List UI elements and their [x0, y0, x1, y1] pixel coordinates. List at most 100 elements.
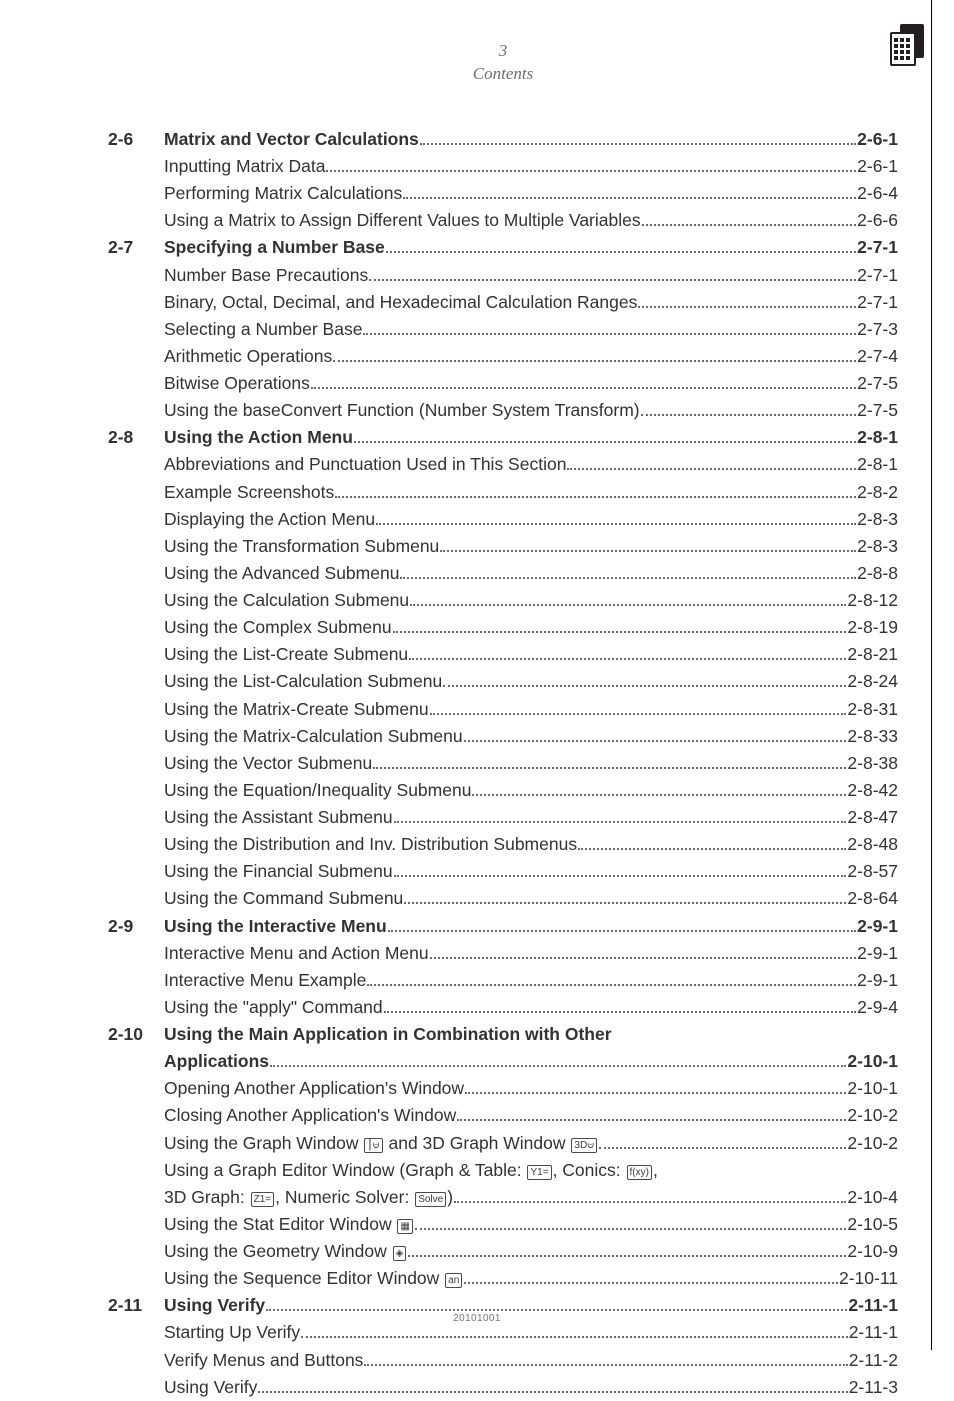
- item-page: 2-10-4: [847, 1184, 898, 1211]
- leader-dots: [599, 1147, 846, 1149]
- toc-section-row: 2-9Using the Interactive Menu 2-9-1: [108, 913, 898, 940]
- item-page: 2-8-31: [847, 696, 898, 723]
- toc-subitems: Starting Up Verify2-11-1Verify Menus and…: [108, 1319, 898, 1400]
- sequence-editor-icon: an: [445, 1273, 462, 1288]
- item-page: 2-10-5: [847, 1211, 898, 1238]
- leader-dots: [393, 631, 847, 633]
- leader-dots: [386, 251, 856, 253]
- toc-item-row: Using a Graph Editor Window (Graph & Tab…: [164, 1157, 898, 1184]
- leader-dots: [258, 1391, 847, 1393]
- item-page: 2-7-3: [857, 316, 898, 343]
- item-title: Using a Graph Editor Window (Graph & Tab…: [164, 1157, 658, 1184]
- toc-item-row: Using the Transformation Submenu2-8-3: [164, 533, 898, 560]
- toc-item-row: Abbreviations and Punctuation Used in Th…: [164, 451, 898, 478]
- item-page: 2-7-5: [857, 397, 898, 424]
- geometry-icon: ◈: [393, 1246, 407, 1261]
- toc-item-row: Using the Distribution and Inv. Distribu…: [164, 831, 898, 858]
- item-page: 2-8-38: [847, 750, 898, 777]
- footer-code: 20101001: [0, 1313, 954, 1324]
- item-page: 2-7-1: [857, 262, 898, 289]
- leader-dots: [408, 1255, 846, 1257]
- leader-dots: [464, 1282, 838, 1284]
- toc-item-row: Binary, Octal, Decimal, and Hexadecimal …: [164, 289, 898, 316]
- section-number: 2-8: [108, 424, 164, 451]
- toc-item-row: Using the Stat Editor Window ▦ 2-10-5: [164, 1211, 898, 1238]
- item-page: 2-10-2: [847, 1102, 898, 1129]
- toc-item-row: Performing Matrix Calculations2-6-4: [164, 180, 898, 207]
- leader-dots: [363, 333, 856, 335]
- toc-item-row: Using the List-Calculation Submenu2-8-24: [164, 668, 898, 695]
- 3d-graph-icon: 3D⩁: [571, 1138, 597, 1153]
- section-number: 2-10: [108, 1021, 164, 1048]
- toc-item-row: Closing Another Application's Window 2-10…: [164, 1102, 898, 1129]
- leader-dots: [333, 360, 856, 362]
- item-title: 3D Graph: Z1=, Numeric Solver: Solve): [164, 1184, 453, 1211]
- header-label: 3 Contents: [108, 40, 898, 86]
- toc-item-row: Using the Vector Submenu 2-8-38: [164, 750, 898, 777]
- item-page: 2-8-12: [847, 587, 898, 614]
- item-title: Using the Stat Editor Window ▦: [164, 1211, 414, 1238]
- item-page: 2-10-2: [847, 1130, 898, 1157]
- section-title: Using the Interactive Menu: [164, 913, 387, 940]
- leader-dots: [443, 685, 846, 687]
- leader-dots: [400, 577, 856, 579]
- leader-dots: [410, 604, 846, 606]
- document-page: 3 Contents 2-6Matrix and Vector Calculat…: [0, 0, 954, 1350]
- item-title: Using the Distribution and Inv. Distribu…: [164, 831, 577, 858]
- toc-item-row: Using the Calculation Submenu2-8-12: [164, 587, 898, 614]
- section-page: 2-6-1: [857, 126, 898, 153]
- item-title: Using the Assistant Submenu: [164, 804, 393, 831]
- leader-dots: [404, 902, 846, 904]
- toc-subitems: Opening Another Application's Window 2-10…: [108, 1075, 898, 1292]
- item-page: 2-8-48: [847, 831, 898, 858]
- item-title: Binary, Octal, Decimal, and Hexadecimal …: [164, 289, 637, 316]
- leader-dots: [464, 740, 847, 742]
- item-title: Closing Another Application's Window: [164, 1102, 456, 1129]
- section-title-cont: Applications: [164, 1048, 269, 1075]
- section-number: 2-6: [108, 126, 164, 153]
- item-page: 2-8-3: [857, 533, 898, 560]
- item-title: Using the Vector Submenu: [164, 750, 372, 777]
- item-title: Example Screenshots: [164, 479, 334, 506]
- toc-section: 2-6Matrix and Vector Calculations 2-6-1I…: [108, 126, 898, 235]
- solver-icon: Solve: [415, 1192, 446, 1207]
- section-page: 2-9-1: [857, 913, 898, 940]
- leader-dots: [388, 930, 856, 932]
- toc-section: 2-9Using the Interactive Menu 2-9-1Inter…: [108, 913, 898, 1022]
- item-page: 2-8-19: [847, 614, 898, 641]
- leader-dots: [394, 821, 847, 823]
- item-title: Using the Financial Submenu: [164, 858, 393, 885]
- toc-item-row: Using the "apply" Command2-9-4: [164, 994, 898, 1021]
- toc-item-row: Displaying the Action Menu2-8-3: [164, 506, 898, 533]
- item-title: Using the Matrix-Create Submenu: [164, 696, 429, 723]
- item-title: Using the Graph Window ⎮⩁ and 3D Graph W…: [164, 1130, 598, 1157]
- leader-dots: [364, 1364, 847, 1366]
- leader-dots: [567, 468, 856, 470]
- item-title: Using the Sequence Editor Window an: [164, 1265, 463, 1292]
- right-margin-line: [931, 0, 932, 1350]
- item-page: 2-6-1: [857, 153, 898, 180]
- item-title: Inputting Matrix Data: [164, 153, 325, 180]
- toc-item-row: Using the Graph Window ⎮⩁ and 3D Graph W…: [164, 1130, 898, 1157]
- toc-item-row: Using the Complex Submenu2-8-19: [164, 614, 898, 641]
- leader-dots: [311, 387, 856, 389]
- toc-section-row: 2-7Specifying a Number Base 2-7-1: [108, 234, 898, 261]
- toc-section: 2-7Specifying a Number Base 2-7-1Number …: [108, 234, 898, 424]
- item-title: Opening Another Application's Window: [164, 1075, 464, 1102]
- section-number: 2-9: [108, 913, 164, 940]
- stat-editor-icon: ▦: [397, 1219, 412, 1234]
- item-title: Using a Matrix to Assign Different Value…: [164, 207, 641, 234]
- toc-section-row: 2-10Using the Main Application in Combin…: [108, 1021, 898, 1048]
- section-page: 2-7-1: [857, 234, 898, 261]
- item-title: Using the "apply" Command: [164, 994, 383, 1021]
- item-title: Using the Geometry Window ◈: [164, 1238, 407, 1265]
- section-title: Using the Main Application in Combinatio…: [164, 1021, 612, 1048]
- toc-subitems: Abbreviations and Punctuation Used in Th…: [108, 451, 898, 912]
- item-title: Using Verify: [164, 1374, 257, 1401]
- toc-section-row: Applications 2-10-1: [108, 1048, 898, 1075]
- section-title: Specifying a Number Base: [164, 234, 385, 261]
- item-page: 2-8-64: [847, 885, 898, 912]
- leader-dots: [415, 1228, 846, 1230]
- toc-item-row: Using a Matrix to Assign Different Value…: [164, 207, 898, 234]
- header-page-number: 3: [108, 40, 898, 63]
